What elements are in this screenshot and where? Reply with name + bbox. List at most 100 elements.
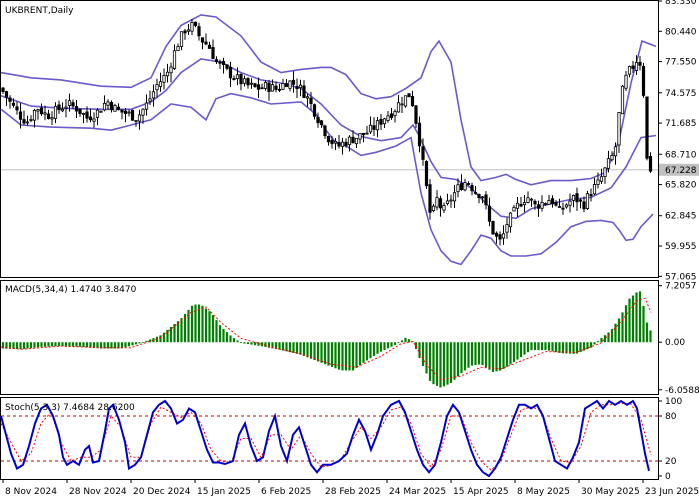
candle-body (148, 98, 152, 102)
macd-histogram-bar (274, 342, 278, 350)
macd-histogram-bar (603, 335, 607, 343)
macd-histogram-bar (96, 342, 99, 349)
macd-histogram-bar (257, 342, 260, 346)
macd-histogram-bar (477, 342, 481, 365)
candle-body (169, 66, 173, 74)
candle-body (116, 106, 121, 110)
macd-histogram-bar (642, 305, 645, 343)
macd-histogram-bar (418, 342, 421, 359)
macd-histogram-bar (187, 309, 190, 343)
candle-body (43, 112, 47, 115)
candle-body (592, 184, 597, 195)
macd-histogram-bar (166, 329, 169, 343)
candle-body (610, 155, 614, 161)
candle-body (494, 232, 499, 237)
candle-body (319, 120, 324, 125)
macd-histogram-bar (341, 342, 344, 371)
price-y-tick-label: 68.710 (665, 150, 697, 160)
candle-body (207, 44, 212, 49)
macd-histogram-bar (134, 342, 138, 345)
candle-body (403, 95, 408, 107)
candle-body (277, 88, 282, 91)
macd-histogram-bar (586, 342, 589, 350)
candle-body (463, 182, 467, 191)
macd-histogram-bar (19, 342, 22, 350)
candle-body (445, 200, 450, 204)
macd-histogram-bar (36, 342, 40, 348)
macd-histogram-bar (197, 304, 201, 343)
macd-histogram-bar (344, 342, 348, 371)
macd-histogram-bar (225, 332, 229, 343)
candle-body (246, 78, 250, 86)
date-tick-label: 15 Apr 2025 (453, 487, 509, 497)
candle-body (582, 201, 586, 210)
macd-histogram-bar (484, 342, 488, 368)
macd-histogram-bar (99, 342, 103, 349)
macd-histogram-bar (26, 342, 29, 349)
macd-histogram-bar (495, 342, 498, 372)
candle-body (309, 97, 313, 104)
macd-histogram-bar (47, 342, 50, 347)
candle-body (624, 74, 628, 89)
macd-histogram-bar (337, 342, 341, 370)
macd-histogram-bar (365, 342, 369, 361)
candle-body (547, 200, 551, 205)
candle-body (333, 140, 338, 144)
macd-histogram-bar (208, 311, 211, 343)
candle-body (603, 167, 607, 177)
stoch-y-tick-label: 80 (665, 412, 677, 422)
macd-histogram-bar (565, 342, 568, 354)
candle-body (347, 136, 352, 146)
candle-body (284, 83, 289, 88)
candle-body (466, 183, 471, 185)
candle-body (477, 194, 481, 199)
candle-body (130, 110, 135, 121)
candle-body (141, 108, 145, 116)
macd-histogram-bar (141, 342, 145, 344)
macd-histogram-bar (498, 342, 502, 371)
candle-body (39, 107, 44, 115)
candle-body (375, 120, 380, 131)
candle-body (522, 202, 527, 205)
macd-histogram-bar (155, 336, 159, 343)
candle-body (267, 82, 271, 92)
candle-body (389, 113, 394, 118)
candle-body (165, 71, 170, 77)
macd-histogram-bar (110, 342, 113, 349)
macd-histogram-bar (316, 342, 320, 362)
current-price-tag (659, 163, 699, 176)
macd-histogram-bar (250, 342, 253, 345)
candle-body (221, 60, 226, 65)
candle-body (578, 199, 583, 202)
macd-histogram-bar (61, 342, 64, 347)
candle-body (120, 109, 124, 113)
candle-body (71, 102, 75, 107)
macd-histogram-bar (229, 335, 232, 343)
candle-body (484, 194, 488, 206)
macd-histogram-bar (516, 342, 519, 360)
candle-body (393, 111, 397, 117)
macd-histogram-bar (638, 291, 642, 343)
macd-histogram-bar (554, 342, 558, 353)
candle-body (498, 234, 502, 240)
candle-body (449, 199, 453, 202)
candle-body (330, 140, 334, 145)
macd-histogram-bar (589, 342, 593, 348)
macd-histogram-bar (288, 342, 292, 353)
candle-body (396, 102, 401, 113)
candle-body (519, 204, 523, 207)
macd-histogram-bar (152, 338, 155, 343)
macd-histogram-bar (190, 305, 194, 343)
macd-histogram-bar (215, 320, 218, 343)
macd-histogram-bar (246, 342, 250, 345)
candle-body (627, 66, 632, 75)
macd-histogram-bar (138, 342, 141, 344)
candle-body (372, 125, 376, 130)
candle-body (18, 111, 23, 120)
candle-body (316, 116, 320, 124)
macd-histogram-bar (596, 341, 600, 343)
macd-histogram-bar (537, 342, 540, 351)
candle-body (46, 113, 51, 120)
macd-histogram-bar (313, 342, 316, 361)
